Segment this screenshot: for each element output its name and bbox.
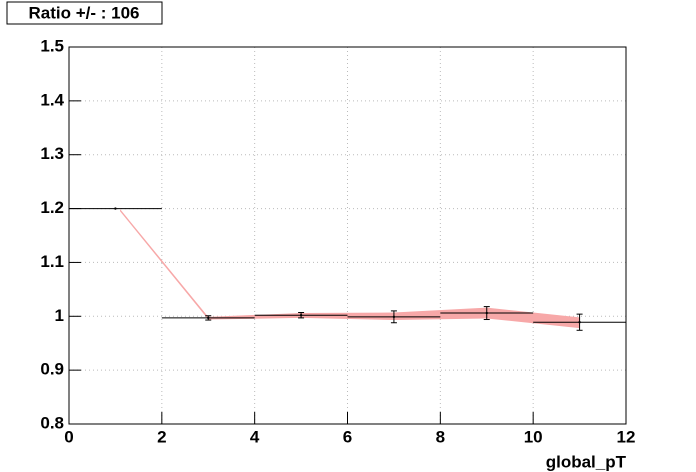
y-tick-label: 1.4 xyxy=(40,90,64,109)
y-tick-label: 1.2 xyxy=(40,198,64,217)
y-tick-label: 0.8 xyxy=(40,413,64,432)
y-tick-label: 1.5 xyxy=(40,36,64,55)
chart-title: Ratio +/- : 106 xyxy=(28,3,139,22)
data-point xyxy=(392,315,396,319)
data-point xyxy=(207,316,210,320)
data-point xyxy=(578,321,581,324)
plot-frame xyxy=(68,46,627,425)
x-tick-label: 4 xyxy=(250,427,260,446)
x-tick-label: 6 xyxy=(343,427,352,446)
x-tick-label: 2 xyxy=(157,427,166,446)
x-axis-label: global_pT xyxy=(546,452,627,471)
y-tick-label: 1.1 xyxy=(40,252,64,271)
data-point xyxy=(485,311,488,315)
x-tick-label: 12 xyxy=(617,427,636,446)
y-tick-label: 0.9 xyxy=(40,360,64,379)
x-tick-label: 0 xyxy=(64,427,73,446)
title-box xyxy=(6,1,163,25)
x-tick-label: 10 xyxy=(524,427,543,446)
data-point xyxy=(114,207,117,210)
y-tick-label: 1 xyxy=(55,306,64,325)
data-point xyxy=(299,314,303,317)
x-tick-label: 8 xyxy=(436,427,445,446)
error-band xyxy=(120,209,580,329)
y-tick-label: 1.3 xyxy=(40,144,64,163)
